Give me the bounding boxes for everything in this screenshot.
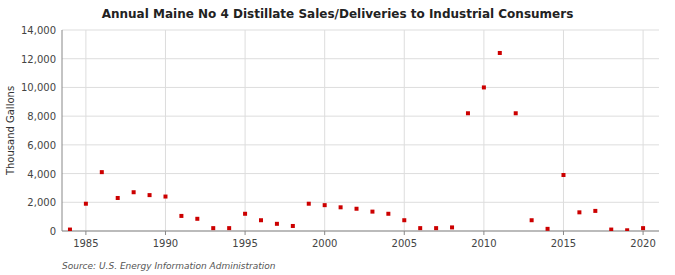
point [163,195,167,199]
point [561,173,565,177]
grid-line-x [643,30,644,231]
x-tick [245,231,246,235]
point [514,111,518,115]
grid-line-x [563,30,564,231]
x-tick-label: 1985 [73,238,98,249]
x-tick [324,231,325,235]
grid-line-x [245,30,246,231]
point [339,205,343,209]
x-tick [85,231,86,235]
point [68,228,72,231]
x-tick-label: 2000 [312,238,337,249]
x-tick-label: 2005 [392,238,417,249]
grid [62,30,659,231]
grid-line-x [165,30,166,231]
point [227,226,231,230]
grid-line-y [62,87,659,88]
point [323,203,327,207]
point [402,218,406,222]
y-axis-line [62,30,63,231]
point [641,226,645,230]
x-tick [165,231,166,235]
point [450,225,454,229]
y-tick-label: 10,000 [21,82,56,93]
grid-line-y [62,58,659,59]
y-tick-label: 0 [50,226,56,237]
x-tick-label: 1990 [153,238,178,249]
point [259,218,263,222]
grid-line-x [404,30,405,231]
point [530,218,534,222]
x-tick-label: 1995 [232,238,257,249]
point [418,226,422,230]
point [211,226,215,230]
point [307,202,311,206]
x-tick [563,231,564,235]
x-tick-label: 2020 [630,238,655,249]
point [625,228,629,231]
y-axis-label: Thousand Gallons [5,86,16,176]
y-tick-label: 14,000 [21,25,56,36]
y-tick-label: 2,000 [27,197,56,208]
grid-line-x [483,30,484,231]
point [593,209,597,213]
point [132,190,136,194]
point [577,210,581,214]
point [386,212,390,216]
y-tick-label: 4,000 [27,169,56,180]
point [370,210,374,214]
title: Annual Maine No 4 Distillate Sales/Deliv… [102,7,574,21]
y-tick-label: 6,000 [27,140,56,151]
grid-line-y [62,144,659,145]
grid-line-y [62,231,659,232]
axes: 0 2,000 4,000 6,000 8,000 10,000 12,000 14,000 1… [21,25,659,249]
x-tick [404,231,405,235]
points [68,51,645,231]
y-tick-label: 12,000 [21,54,56,65]
point [148,193,152,197]
point [355,207,359,211]
point [275,222,279,226]
x-axis-line [62,231,659,232]
point [116,196,120,200]
grid-line-y [62,30,659,31]
chart: Annual Maine No 4 Distillate Sales/Deliv… [0,0,675,275]
source-note: Source: U.S. Energy Information Administ… [62,261,276,271]
x-tick [483,231,484,235]
x-tick-label: 2015 [551,238,576,249]
grid-line-x [324,30,325,231]
point [482,85,486,89]
grid-line-y [62,173,659,174]
x-tick-label: 2010 [471,238,496,249]
point [84,202,88,206]
point [100,170,104,174]
y-tick-label: 8,000 [27,111,56,122]
grid-line-y [62,202,659,203]
point [434,226,438,230]
point [179,214,183,218]
point [546,227,550,231]
point [609,228,613,231]
grid-line-y [62,116,659,117]
x-tick [643,231,644,235]
point [243,212,247,216]
point [466,111,470,115]
point [291,224,295,228]
point [498,51,502,55]
grid-line-x [85,30,86,231]
point [195,217,199,221]
